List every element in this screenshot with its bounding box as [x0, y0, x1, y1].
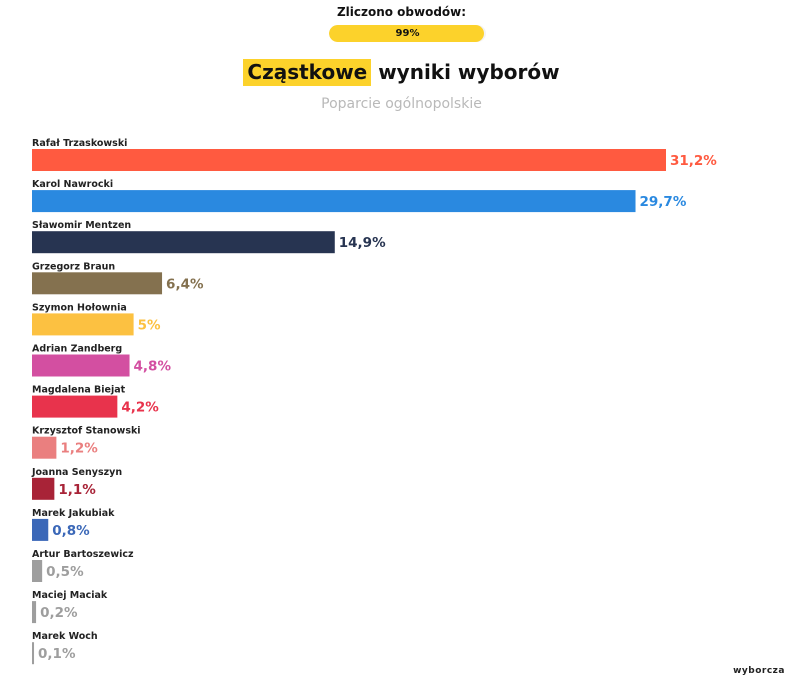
result-bar: [32, 354, 130, 377]
counted-districts-label: Zliczono obwodów:: [336, 5, 467, 19]
counted-progress-fill: [329, 25, 485, 42]
candidate-name: Adrian Zandberg: [32, 344, 122, 355]
candidate-name: Grzegorz Braun: [32, 261, 115, 272]
result-bar: [32, 272, 163, 295]
result-bar: [32, 436, 57, 459]
candidate-name: Maciej Maciak: [32, 590, 108, 601]
candidate-name: Krzysztof Stanowski: [32, 426, 141, 437]
chart-title-rest: wyniki wyborów: [371, 60, 560, 84]
chart-title-highlight: Cząstkowe: [243, 59, 372, 86]
candidate-name: Rafał Trzaskowski: [32, 138, 127, 149]
result-value-label: 0,2%: [40, 605, 78, 621]
result-bar: [32, 601, 37, 624]
result-value-label: 6,4%: [166, 276, 204, 292]
result-value-label: 29,7%: [640, 194, 687, 210]
chart-title: Cząstkowe wyniki wyborów: [0, 59, 803, 86]
candidate-name: Joanna Senyszyn: [31, 467, 122, 478]
result-value-label: 0,8%: [52, 523, 90, 539]
result-bar: [32, 560, 43, 582]
result-bar: [32, 642, 35, 665]
result-value-label: 14,9%: [339, 235, 386, 251]
result-value-label: 1,1%: [58, 482, 96, 498]
result-value-label: 4,8%: [134, 359, 172, 375]
result-value-label: 0,5%: [46, 564, 84, 580]
candidate-name: Marek Woch: [32, 631, 98, 642]
result-value-label: 31,2%: [670, 153, 717, 169]
candidate-name: Szymon Hołownia: [32, 302, 127, 313]
counted-progress-bar: 99%: [329, 25, 486, 42]
result-bar: [32, 313, 134, 336]
result-bar: [32, 231, 335, 254]
candidate-name: Marek Jakubiak: [32, 508, 115, 519]
result-bar: [32, 190, 636, 213]
result-bar: [32, 477, 55, 500]
result-bar: [32, 149, 666, 171]
candidate-name: Artur Bartoszewicz: [32, 549, 134, 560]
counted-progress-value: 99%: [395, 28, 420, 39]
result-value-label: 0,1%: [38, 646, 76, 662]
brand-logo: wyborcza: [733, 666, 785, 676]
result-value-label: 1,2%: [60, 441, 98, 457]
chart-subtitle: Poparcie ogólnopolskie: [321, 96, 482, 112]
candidate-name: Karol Nawrocki: [32, 179, 113, 190]
result-value-label: 5%: [138, 317, 161, 333]
candidate-name: Magdalena Biejat: [32, 385, 126, 396]
result-bar: [32, 395, 118, 418]
candidate-name: Sławomir Mentzen: [32, 220, 131, 231]
result-bar: [32, 518, 49, 541]
result-value-label: 4,2%: [121, 400, 159, 416]
